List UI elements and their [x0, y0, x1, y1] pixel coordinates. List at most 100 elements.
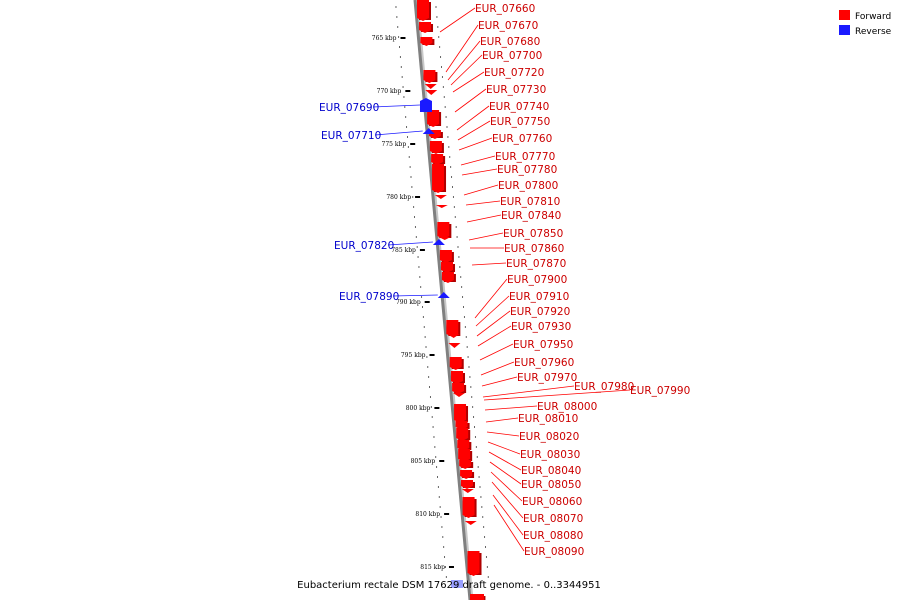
scale-dot: [487, 576, 489, 578]
forward-gene: [429, 141, 442, 151]
tick-mark: [444, 513, 450, 515]
scale-dot: [411, 186, 413, 188]
forward-gene: [455, 421, 468, 427]
legend-forward-label: Forward: [855, 12, 891, 22]
forward-gene: [420, 37, 433, 43]
forward-gene-leader: [456, 105, 490, 131]
forward-gene: [449, 357, 462, 367]
forward-gene-arrow: [452, 391, 465, 394]
forward-gene-arrow: [464, 521, 477, 525]
scale-dot: [422, 316, 424, 318]
scale-dot: [471, 396, 473, 398]
forward-gene-leader: [458, 137, 493, 151]
scale-dot: [422, 306, 423, 308]
scale-dot: [424, 336, 426, 338]
forward-gene-leader: [492, 494, 524, 536]
forward-gene: [427, 110, 440, 124]
forward-gene-label: EUR_08060: [522, 496, 582, 508]
forward-gene-leader: [490, 471, 523, 502]
forward-gene-leader: [485, 417, 519, 423]
forward-gene: [451, 371, 464, 381]
reverse-gene-leader: [392, 294, 438, 297]
forward-gene-leader: [481, 376, 518, 387]
forward-gene: [437, 222, 450, 236]
scale-dot: [436, 466, 438, 468]
scale-dot: [452, 196, 454, 198]
scale-dot: [401, 76, 403, 78]
tick-label: 795 kbp: [401, 352, 426, 359]
forward-gene-label: EUR_07780: [497, 164, 557, 176]
scale-dot: [444, 556, 446, 558]
tick-mark: [434, 407, 440, 409]
backbone-line: [413, 0, 472, 600]
forward-gene-leader: [488, 451, 522, 471]
scale-dot: [412, 196, 414, 198]
scale-dot: [425, 346, 427, 348]
scale-dot: [399, 56, 401, 58]
tick-mark: [429, 354, 435, 356]
scale-dot: [440, 516, 442, 518]
forward-gene-label: EUR_07740: [489, 101, 549, 113]
genome-caption: Eubacterium rectale DSM 17629 draft geno…: [297, 580, 601, 591]
scale-dot: [486, 566, 488, 568]
forward-gene: [457, 440, 470, 448]
scale-dot: [409, 166, 411, 168]
forward-gene-arrow: [461, 489, 474, 493]
forward-gene-label: EUR_07670: [478, 20, 538, 32]
forward-gene: [441, 262, 454, 270]
forward-gene-leader: [477, 325, 512, 347]
reverse-gene-arrow: [437, 292, 450, 298]
forward-gene-leader: [480, 361, 515, 376]
forward-gene-label: EUR_07720: [484, 67, 544, 79]
forward-gene-arrow: [453, 393, 466, 397]
forward-gene: [431, 154, 444, 162]
forward-gene: [419, 22, 432, 30]
scale-dot: [416, 246, 418, 248]
forward-gene-leader: [482, 385, 575, 398]
scale-dot: [436, 16, 438, 18]
forward-gene-label: EUR_07850: [503, 228, 563, 240]
forward-gene-label: EUR_08020: [519, 431, 579, 443]
forward-gene-arrow: [432, 190, 445, 193]
forward-gene-arrow: [456, 438, 469, 441]
forward-gene-arrow: [435, 205, 448, 208]
scale-dot: [481, 506, 483, 508]
forward-gene-arrow: [467, 573, 480, 576]
scale-dot: [454, 216, 456, 218]
scale-dot: [447, 136, 449, 138]
forward-gene: [432, 164, 445, 190]
forward-gene-leader: [466, 214, 502, 223]
forward-gene-label: EUR_08070: [523, 513, 583, 525]
scale-dot: [470, 386, 472, 388]
tick-label: 780 kbp: [386, 194, 411, 201]
forward-gene-leader: [471, 262, 507, 266]
forward-gene-label: EUR_07840: [501, 210, 561, 222]
scale-dot: [464, 326, 466, 328]
legend-reverse-swatch: [839, 25, 850, 35]
scale-dot: [398, 36, 400, 38]
reverse-gene-label: EUR_07710: [321, 130, 381, 142]
forward-gene-leader: [452, 71, 485, 93]
reverse-gene-leader: [374, 130, 423, 136]
scale-dot: [456, 236, 458, 238]
forward-gene-arrow: [417, 18, 429, 21]
forward-gene-label: EUR_07760: [492, 133, 552, 145]
forward-gene-leader: [489, 461, 522, 485]
scale-dot: [435, 456, 437, 458]
scale-dot: [437, 26, 439, 28]
scale-dot: [441, 526, 443, 528]
scale-dot: [450, 166, 452, 168]
forward-gene-leader: [439, 7, 476, 33]
forward-gene-label: EUR_07800: [498, 180, 558, 192]
scale-dot: [480, 496, 482, 498]
scale-dot: [414, 226, 416, 228]
reverse-gene-label: EUR_07690: [319, 102, 379, 114]
scale-dot: [417, 256, 419, 258]
scale-dot: [448, 146, 450, 148]
scale-dot: [485, 546, 486, 548]
forward-gene: [417, 0, 429, 18]
scale-dot: [430, 406, 432, 408]
forward-gene-arrow: [441, 280, 454, 283]
forward-gene-arrow: [459, 466, 472, 469]
scale-dot: [406, 126, 408, 128]
